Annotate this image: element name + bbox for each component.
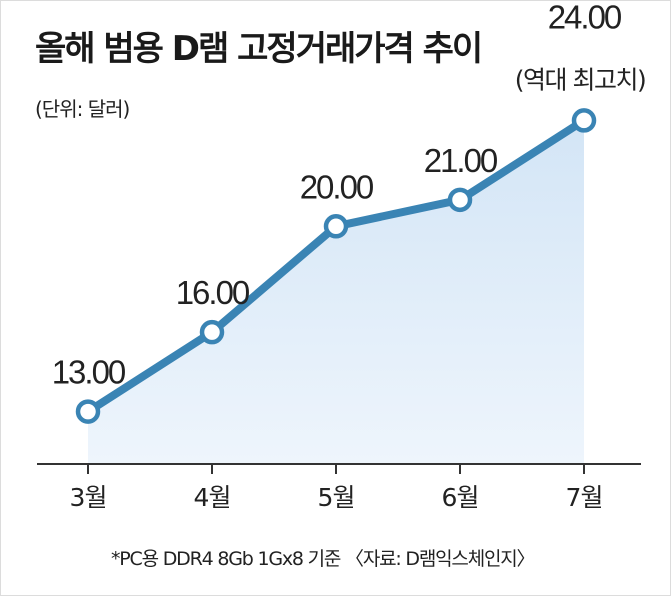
- data-point: [75, 399, 101, 424]
- data-label: 24.00: [548, 1, 622, 35]
- x-tick-label: 5월: [318, 483, 355, 512]
- x-tick-label: 4월: [194, 483, 231, 512]
- data-point: [571, 108, 597, 133]
- data-label: 16.00: [176, 274, 250, 311]
- data-label: 21.00: [424, 142, 498, 179]
- peak-annotation: (역대 최고치): [515, 65, 645, 94]
- source-footnote: *PC용 DDR4 8Gb 1Gx8 기준 〈자료: D램익스체인지〉: [111, 548, 536, 570]
- data-label: 20.00: [300, 168, 374, 205]
- data-point: [447, 187, 473, 213]
- data-point: [323, 214, 349, 239]
- data-label: 13.00: [52, 354, 126, 391]
- x-tick-label: 6월: [442, 483, 479, 512]
- data-point: [199, 319, 225, 345]
- unit-label: (단위: 달러): [35, 97, 130, 121]
- x-tick-label: 3월: [70, 483, 107, 512]
- x-tick-label: 7월: [566, 483, 603, 512]
- chart-title: 올해 범용 D램 고정거래가격 추이: [35, 29, 483, 69]
